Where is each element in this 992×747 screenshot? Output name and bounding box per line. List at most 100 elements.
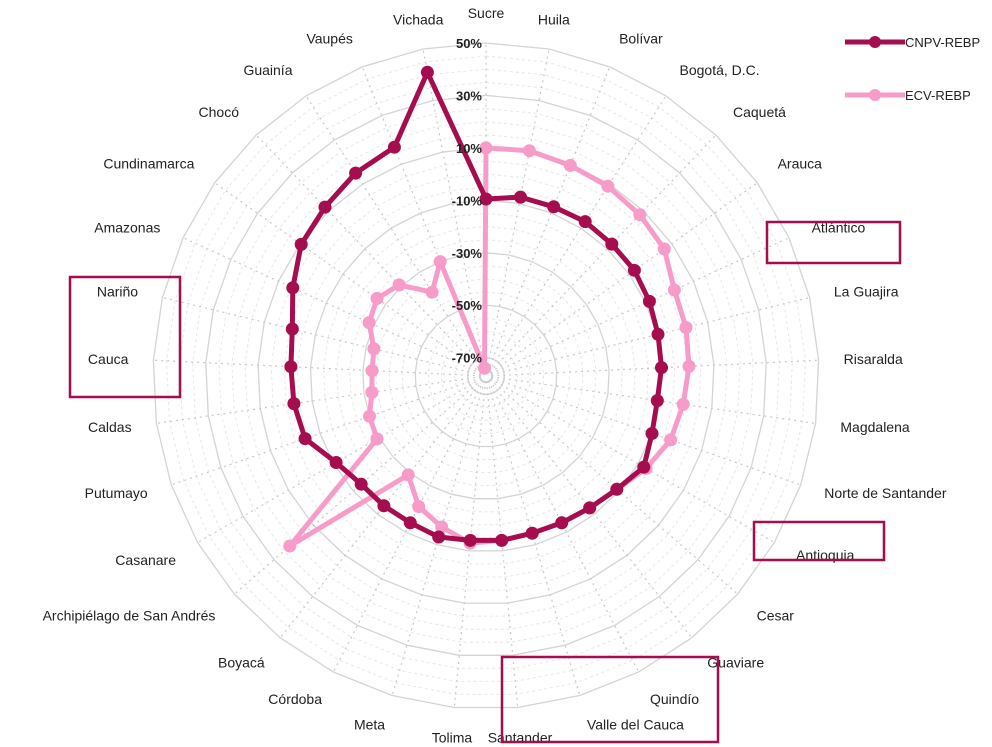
legend-swatch-marker [869, 89, 881, 101]
category-label-guaviare: Guaviare [707, 654, 764, 670]
point-ecv-rebp-bogota-d-c [601, 179, 615, 193]
spoke-bogota-d-c [488, 95, 667, 372]
highlight-box-valle-santander [500, 655, 720, 744]
legend-item-cnpv-rebp: CNPV-REBP [845, 35, 980, 50]
radar-series [283, 65, 696, 553]
point-ecv-rebp-casanare [370, 432, 384, 446]
grid-ring-minor [192, 81, 780, 669]
tick-label: -70% [452, 351, 483, 366]
grid-ring-minor [165, 55, 807, 695]
point-cnpv-rebp-amazonas [286, 281, 300, 295]
spoke-narino [162, 296, 482, 376]
point-cnpv-rebp-santander [495, 533, 509, 547]
grid-ring-minor [244, 134, 728, 617]
category-label-meta: Meta [354, 717, 385, 733]
spoke-caqueta [489, 134, 717, 373]
spoke-caldas [156, 376, 481, 424]
point-cnpv-rebp-huila [514, 190, 527, 204]
spoke-antioquia [490, 378, 775, 544]
grid-ring-minor [440, 330, 532, 421]
highlight-box-atlantico [765, 220, 902, 265]
point-cnpv-rebp-boyaca [377, 499, 391, 513]
grid-ring-minor [375, 265, 597, 487]
point-ecv-rebp-putumayo [363, 409, 376, 423]
point-ecv-rebp-amazonas [362, 316, 376, 330]
legend-label-ecv-rebp: ECV-REBP [905, 88, 971, 103]
point-cnpv-rebp-bolivar [547, 200, 561, 214]
spoke-putumayo [171, 377, 482, 486]
grid-ring-minor [349, 239, 623, 513]
point-ecv-rebp-atlantico [667, 283, 681, 297]
tick-label: 50% [456, 36, 482, 51]
point-ecv-rebp-meta [435, 520, 449, 534]
spoke-huila [486, 48, 550, 372]
point-cnpv-rebp-risaralda [655, 361, 668, 375]
highlight-box-antioquia [752, 520, 886, 562]
category-label-cesar: Cesar [757, 607, 795, 623]
spoke-norte-de-santander [490, 377, 801, 486]
category-label-atlantico: Atlántico [812, 219, 866, 235]
grid-ring-minor [283, 173, 689, 578]
grid-ring-minor [454, 343, 518, 408]
point-cnpv-rebp-cauca [284, 360, 298, 374]
point-ecv-rebp-magdalena [676, 397, 690, 411]
category-label-la-guajira: La Guajira [834, 284, 899, 300]
point-cnpv-rebp-caldas [287, 397, 301, 411]
category-label-cordoba: Córdoba [268, 691, 322, 707]
point-cnpv-rebp-cordoba [403, 516, 417, 530]
spoke-guainia [305, 95, 484, 372]
point-ecv-rebp-archipielago-de-san-andres [283, 539, 297, 553]
highlight-boxes [68, 220, 902, 744]
series-cnpv-rebp [284, 65, 668, 547]
spoke-arauca [489, 182, 758, 374]
grid-ring-minor [323, 212, 649, 539]
category-label-archipielago-de-san-andres: Archipiélago de San Andrés [43, 607, 216, 623]
point-cnpv-rebp-cesar [610, 482, 624, 496]
grid-ring-minor [179, 68, 793, 682]
highlight-box-narino-cauca [68, 275, 182, 399]
point-ecv-rebp-narino [367, 342, 381, 356]
category-label-vaupes: Vaupés [306, 31, 352, 47]
category-label-arauca: Arauca [778, 155, 823, 171]
category-label-quindio: Quindío [650, 691, 699, 707]
category-label-cauca: Cauca [88, 351, 129, 367]
point-ecv-rebp-vichada [478, 361, 491, 375]
grid-ring-minor [231, 121, 741, 630]
grid-ring-minor [427, 317, 545, 434]
point-cnpv-rebp-archipielago-de-san-andres [354, 477, 368, 491]
grid-ring-major [152, 42, 820, 709]
point-cnpv-rebp-valle-del-cauca [525, 526, 539, 540]
category-label-cundinamarca: Cundinamarca [103, 155, 194, 171]
grid-ring-major [309, 199, 663, 552]
point-cnpv-rebp-narino [285, 322, 299, 336]
grid-ring-minor [218, 108, 754, 643]
tick-label: -10% [452, 193, 483, 208]
point-cnpv-rebp-quindio [555, 516, 569, 530]
radial-tick-labels: 50% 30% 10% -10% -30% -50% -70% [452, 36, 483, 366]
spoke-atlantico [490, 237, 790, 375]
grid-ring-major [257, 147, 715, 604]
point-cnpv-rebp-putumayo [298, 432, 312, 446]
tick-label: 10% [456, 141, 482, 156]
grid-ring-minor [336, 225, 636, 526]
point-cnpv-rebp-cundinamarca [294, 237, 308, 251]
legend-label-cnpv-rebp: CNPV-REBP [905, 35, 980, 50]
category-label-vichada: Vichada [393, 12, 444, 28]
tick-label: -50% [452, 298, 483, 313]
grid-ring-major [414, 304, 558, 448]
category-label-caqueta: Caquetá [733, 104, 786, 120]
point-cnpv-rebp-guainia [349, 166, 363, 180]
category-label-bolivar: Bolívar [619, 31, 663, 47]
grid-ring-minor [296, 186, 676, 565]
category-label-narino: Nariño [97, 284, 138, 300]
point-cnpv-rebp-caqueta [605, 237, 619, 251]
category-label-magdalena: Magdalena [840, 419, 909, 435]
category-label-tolima: Tolima [432, 729, 473, 745]
grid-ring-major [205, 94, 767, 656]
point-cnpv-rebp-la-guajira [651, 327, 665, 341]
point-cnpv-rebp-sucre [479, 192, 493, 206]
point-ecv-rebp-la-guajira [679, 321, 693, 334]
point-ecv-rebp-sucre [479, 141, 493, 155]
category-label-choco: Chocó [199, 104, 240, 120]
category-label-norte-de-santander: Norte de Santander [824, 485, 947, 501]
